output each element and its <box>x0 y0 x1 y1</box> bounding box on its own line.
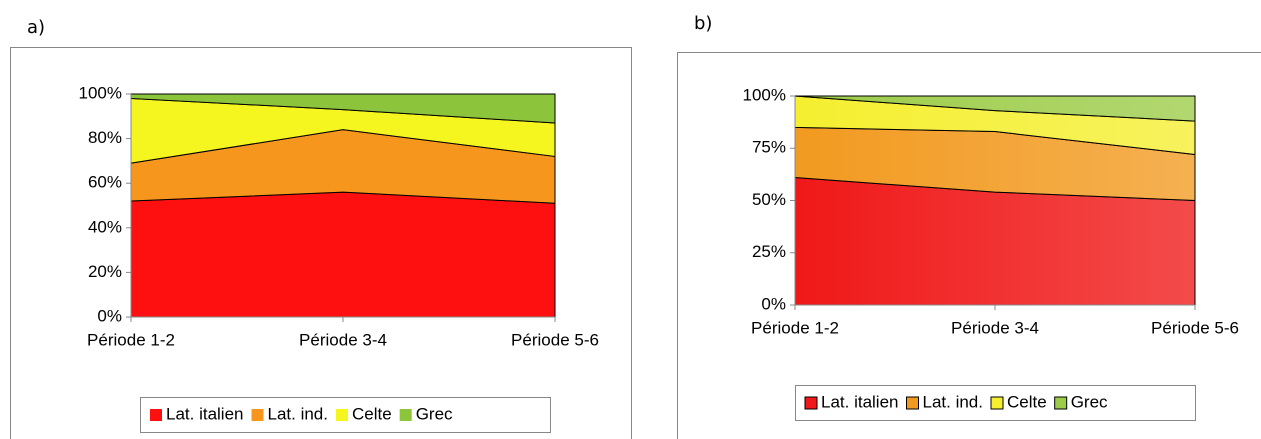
y-tick-label: 50% <box>752 190 786 209</box>
legend-swatch <box>251 409 264 421</box>
panel-label: b) <box>694 13 712 34</box>
area <box>130 191 556 318</box>
x-tick-label: Période 5-6 <box>511 330 599 349</box>
legend-label: Celte <box>352 404 392 423</box>
legend-label: Lat. italien <box>821 392 899 411</box>
legend-swatch <box>336 409 348 421</box>
y-tick-label: 80% <box>88 128 122 147</box>
x-tick-label: Période 5-6 <box>1151 318 1239 337</box>
y-tick-label: 0% <box>761 294 786 313</box>
panel-label: a) <box>27 17 45 38</box>
legend-label: Celte <box>1007 392 1047 411</box>
legend-swatch <box>150 409 162 421</box>
y-tick-label: 60% <box>88 173 122 192</box>
legend-swatch <box>990 396 1004 410</box>
x-tick-label: Période 1-2 <box>751 318 839 337</box>
legend-label: Lat. italien <box>166 404 244 423</box>
legend-label: Grec <box>1071 392 1108 411</box>
y-tick-label: 100% <box>79 83 122 102</box>
legend-label: Grec <box>416 404 453 423</box>
legend-label: Lat. ind. <box>268 404 329 423</box>
legend: Lat. italien Lat. ind. Celte Grec <box>140 397 551 433</box>
legend: Lat. italien Lat. ind. Celte Grec <box>795 385 1196 421</box>
y-tick-label: 40% <box>88 217 122 236</box>
y-tick-label: 100% <box>743 85 786 104</box>
y-tick-label: 75% <box>752 138 786 157</box>
panel-frame <box>10 47 632 439</box>
y-tick-label: 25% <box>752 242 786 261</box>
y-tick-label: 20% <box>88 262 122 281</box>
x-tick-label: Période 3-4 <box>299 330 387 349</box>
x-tick-label: Période 3-4 <box>951 318 1039 337</box>
legend-label: Lat. ind. <box>923 392 984 411</box>
panel-frame <box>677 52 1261 439</box>
legend-swatch <box>804 396 818 410</box>
area <box>794 95 1196 122</box>
y-tick-label: 0% <box>97 306 122 325</box>
x-tick-label: Période 1-2 <box>87 330 175 349</box>
legend-swatch <box>399 409 412 421</box>
legend-swatch <box>1054 396 1068 410</box>
legend-swatch <box>906 396 919 410</box>
